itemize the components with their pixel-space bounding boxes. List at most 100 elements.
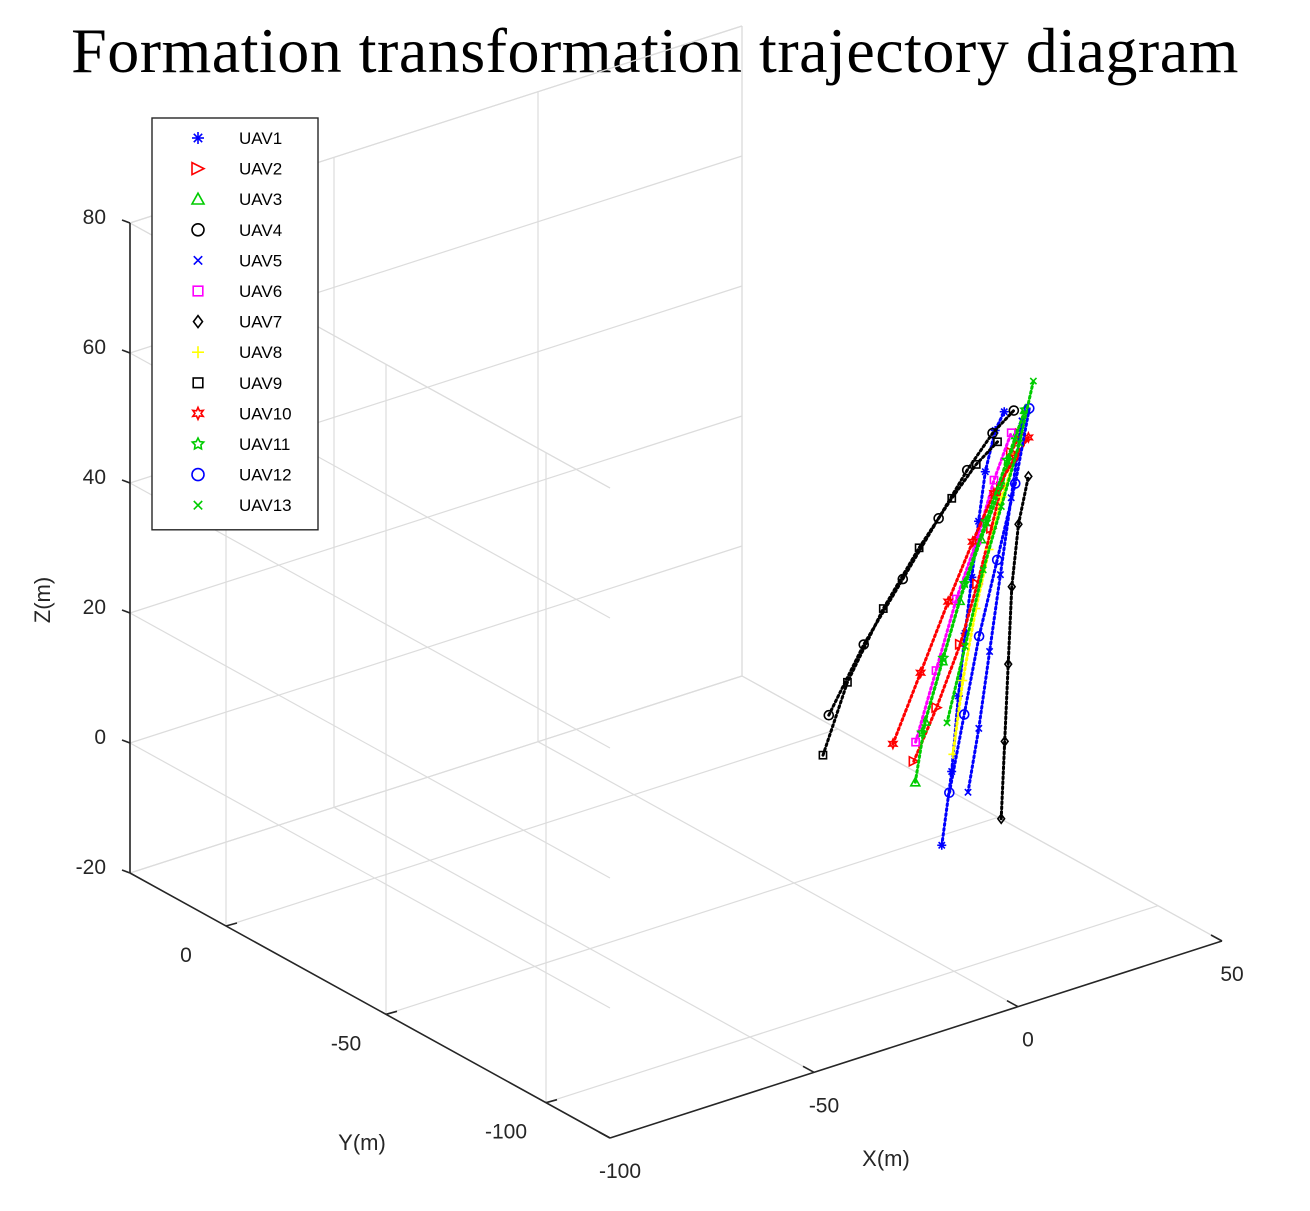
legend-box bbox=[151, 117, 319, 531]
data-point-uav1 bbox=[937, 840, 947, 850]
data-point-uav12 bbox=[973, 630, 985, 642]
trajectory-line-uav9 bbox=[821, 440, 999, 757]
legend-label-uav11: UAV11 bbox=[239, 435, 290, 454]
legend-label-uav5: UAV5 bbox=[239, 251, 282, 270]
chart-title: Formation transformation trajectory diag… bbox=[71, 15, 1239, 86]
data-point-uav2 bbox=[986, 522, 998, 535]
data-point-uav4 bbox=[823, 709, 835, 721]
data-point-uav2 bbox=[972, 578, 984, 590]
legend-marker-uav4 bbox=[191, 223, 205, 237]
legend-marker-uav5 bbox=[193, 255, 203, 266]
data-point-uav13 bbox=[1029, 377, 1038, 385]
x-tick bbox=[598, 1131, 611, 1139]
data-point-uav12 bbox=[944, 787, 955, 798]
back-wall-grid-line bbox=[129, 545, 743, 744]
z-tick-label: 80 bbox=[83, 206, 106, 229]
axes: -100 -50 0 50 0 -50 -100 -20 0 20 40 60 80 X(m) Y(m) Z(… bbox=[30, 206, 1244, 1183]
legend-marker-uav8 bbox=[192, 346, 204, 359]
data-point-uav4 bbox=[933, 513, 944, 524]
legend-marker-uav2 bbox=[191, 161, 206, 176]
data-point-uav11 bbox=[937, 651, 950, 664]
x-tick-label: -50 bbox=[809, 1094, 839, 1117]
x-axis-label: X(m) bbox=[862, 1146, 910, 1171]
z-tick-label: 0 bbox=[94, 726, 106, 749]
legend-marker-uav13 bbox=[193, 500, 203, 510]
data-point-uav3 bbox=[909, 776, 922, 787]
box-edge bbox=[741, 675, 1223, 942]
legend-marker-uav11 bbox=[190, 436, 206, 451]
legend-marker-uav7 bbox=[192, 314, 204, 329]
data-point-uav11 bbox=[958, 577, 971, 589]
trajectory-data bbox=[818, 377, 1038, 850]
z-tick bbox=[121, 609, 131, 614]
trajectory-line-uav6 bbox=[914, 431, 1013, 744]
legend-marker-uav10 bbox=[191, 405, 205, 422]
data-point-uav13 bbox=[979, 566, 987, 574]
legend-marker-uav9 bbox=[192, 377, 204, 389]
data-point-uav12 bbox=[1009, 478, 1021, 489]
y-tick bbox=[545, 1098, 558, 1104]
data-point-uav5 bbox=[996, 570, 1005, 579]
data-point-uav13 bbox=[1015, 439, 1024, 447]
floor-grid-line bbox=[537, 741, 1019, 1008]
y-tick bbox=[385, 1010, 398, 1016]
legend-label-uav3: UAV3 bbox=[239, 190, 282, 209]
legend-label-uav10: UAV10 bbox=[239, 404, 292, 423]
data-point-uav7 bbox=[1000, 735, 1010, 748]
legend-marker-uav1 bbox=[192, 132, 204, 144]
trajectory-line-uav12 bbox=[947, 406, 1031, 795]
data-point-uav6 bbox=[1006, 428, 1016, 438]
data-point-uav9 bbox=[971, 460, 981, 469]
data-point-uav9 bbox=[843, 677, 852, 687]
legend-label-uav2: UAV2 bbox=[239, 160, 282, 179]
data-point-uav2 bbox=[931, 701, 943, 714]
data-point-uav10 bbox=[887, 737, 899, 751]
data-point-uav3 bbox=[1010, 428, 1023, 440]
floor-grid-line bbox=[385, 816, 999, 1015]
left-wall-grid-line bbox=[129, 612, 611, 879]
data-point-uav3 bbox=[953, 594, 966, 606]
z-tick-label: 60 bbox=[83, 336, 106, 359]
data-point-uav7 bbox=[1003, 658, 1013, 670]
data-point-uav8 bbox=[958, 676, 968, 686]
data-point-uav6 bbox=[911, 737, 920, 747]
trajectory-line-uav11 bbox=[920, 408, 1027, 735]
y-axis-label: Y(m) bbox=[338, 1130, 386, 1155]
data-point-uav1 bbox=[999, 407, 1009, 417]
legend-label-uav4: UAV4 bbox=[239, 221, 282, 240]
data-point-uav11 bbox=[979, 515, 992, 527]
trajectory-line-uav13 bbox=[945, 379, 1035, 725]
series-uav7 bbox=[996, 470, 1033, 825]
data-point-uav2 bbox=[908, 755, 921, 768]
back-wall-grid-line bbox=[129, 415, 743, 614]
y-tick-label: -100 bbox=[485, 1121, 527, 1144]
floor-grid-line bbox=[333, 806, 815, 1073]
z-tick bbox=[121, 219, 131, 224]
y-tick-label: 0 bbox=[180, 944, 192, 967]
series-uav11 bbox=[915, 403, 1032, 738]
legend-label-uav1: UAV1 bbox=[239, 129, 282, 148]
data-point-uav9 bbox=[914, 543, 924, 553]
legend-label-uav13: UAV13 bbox=[239, 496, 292, 515]
y-tick bbox=[225, 922, 238, 927]
series-uav12 bbox=[944, 403, 1035, 798]
data-point-uav7 bbox=[1024, 470, 1033, 483]
legend-label-uav6: UAV6 bbox=[239, 282, 282, 301]
data-point-uav13 bbox=[943, 719, 951, 727]
trajectory-line-uav5 bbox=[966, 419, 1024, 794]
z-tick bbox=[121, 869, 131, 874]
z-axis-label: Z(m) bbox=[30, 577, 55, 623]
x-axis-line bbox=[609, 940, 1223, 1139]
x-tick-label: 0 bbox=[1022, 1029, 1034, 1052]
z-tick bbox=[121, 349, 131, 354]
data-point-uav9 bbox=[947, 493, 957, 503]
data-point-uav10 bbox=[967, 535, 979, 549]
data-point-uav13 bbox=[997, 502, 1005, 511]
floor-grid-line bbox=[545, 905, 1159, 1104]
legend-label-uav9: UAV9 bbox=[239, 374, 282, 393]
data-point-uav10 bbox=[914, 666, 927, 680]
legend-label-uav12: UAV12 bbox=[239, 466, 292, 485]
data-point-uav12 bbox=[958, 709, 970, 720]
data-point-uav6 bbox=[989, 475, 999, 485]
